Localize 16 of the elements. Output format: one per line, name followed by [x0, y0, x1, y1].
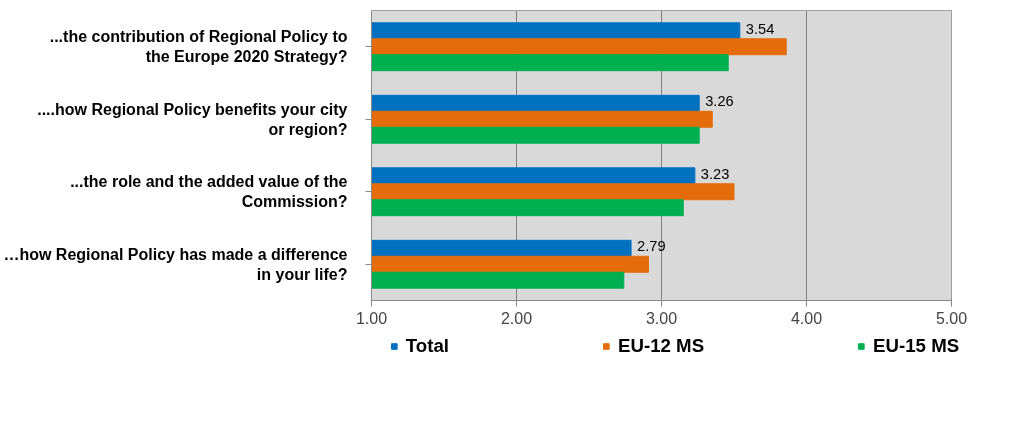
legend-label: EU-15 MS — [873, 335, 960, 357]
y-tick-label: …how Regional Policy has made a difference in your life? — [3, 245, 348, 283]
legend-label: Total — [405, 335, 450, 357]
x-tick-label: 5.00 — [935, 309, 968, 327]
data-label: 3.54 — [745, 20, 775, 37]
x-tick-label: 3.00 — [645, 309, 678, 327]
legend-label: EU-12 MS — [618, 335, 705, 357]
x-tick-label: 1.00 — [355, 309, 388, 327]
x-tick-label: 4.00 — [790, 309, 823, 327]
y-tick-label: ...the contribution of Regional Policy to the Europe 2020 Strategy? — [49, 28, 348, 66]
y-tick-label: ...the role and the added value of the Commission? — [70, 173, 348, 211]
y-tick-label: ....how Regional Policy benefits your city or region? — [37, 100, 348, 138]
data-label: 3.23 — [700, 165, 730, 182]
data-label: 2.79 — [637, 238, 666, 255]
data-label: 3.26 — [705, 93, 734, 110]
x-tick-label: 2.00 — [500, 309, 533, 327]
